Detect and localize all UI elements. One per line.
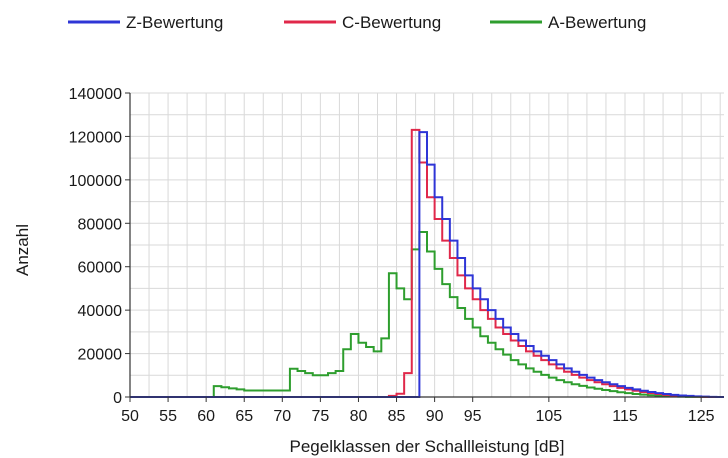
- y-tick-label: 80000: [78, 216, 123, 233]
- series-line-a-bewertung: [130, 230, 724, 398]
- legend: Z-Bewertung C-Bewertung A-Bewertung: [68, 13, 646, 32]
- x-tick-label: 50: [121, 408, 139, 425]
- y-tick-label: 120000: [69, 129, 122, 146]
- x-tick-label: 55: [159, 408, 177, 425]
- x-tick-label: 70: [273, 408, 291, 425]
- x-tick-label: 115: [612, 408, 638, 425]
- x-tick-label: 105: [535, 408, 562, 425]
- x-tick-label: 125: [688, 408, 715, 425]
- x-tick-label: 95: [464, 408, 482, 425]
- x-tick-label: 80: [350, 408, 368, 425]
- y-tick-label: 40000: [78, 303, 123, 320]
- x-tick-label: 75: [311, 408, 329, 425]
- legend-label: A-Bewertung: [548, 13, 646, 32]
- series-line-c-bewertung: [130, 128, 724, 398]
- series-group: [130, 128, 724, 398]
- tick-labels: 0 20000 40000 60000 80000 100000 120000 140000 5…: [69, 86, 715, 425]
- x-tick-label: 90: [426, 408, 444, 425]
- y-tick-label: 100000: [69, 173, 122, 190]
- x-tick-label: 85: [388, 408, 406, 425]
- x-tick-label: 65: [235, 408, 253, 425]
- legend-label: Z-Bewertung: [126, 13, 223, 32]
- y-tick-label: 20000: [78, 347, 123, 364]
- y-tick-label: 140000: [69, 86, 122, 103]
- y-axis-label: Anzahl: [13, 224, 32, 276]
- legend-label: C-Bewertung: [342, 13, 441, 32]
- x-axis-label: Pegelklassen der Schallleistung [dB]: [290, 437, 565, 456]
- y-tick-label: 0: [113, 390, 122, 407]
- y-tick-label: 60000: [78, 260, 123, 277]
- x-tick-label: 60: [197, 408, 215, 425]
- grid: [129, 92, 724, 398]
- series-line-z-bewertung: [130, 131, 724, 398]
